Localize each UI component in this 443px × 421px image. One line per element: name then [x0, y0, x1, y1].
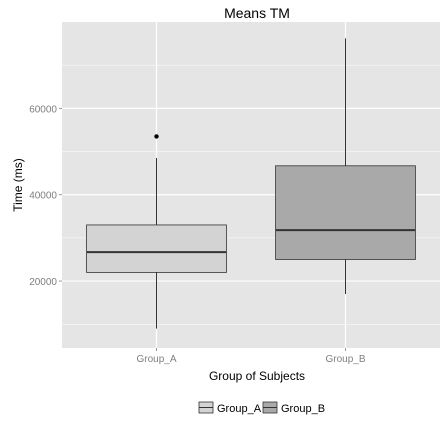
y-tick-labels: 20000 40000 60000 [29, 104, 62, 288]
box-group-a [86, 134, 227, 329]
boxes [86, 38, 416, 329]
legend-label-group-a: Group_A [217, 403, 262, 415]
outlier-point [154, 134, 159, 139]
y-tick-label: 40000 [29, 191, 57, 202]
interquartile-box [86, 224, 227, 273]
box-group-b [275, 38, 416, 295]
x-tick-label: Group_B [325, 354, 365, 365]
y-axis-label: Time (ms) [11, 158, 25, 212]
x-tick-label: Group_A [136, 354, 176, 365]
interquartile-box [275, 165, 416, 260]
x-tick-labels: Group_A Group_B [136, 348, 366, 365]
legend-key-group-a [198, 401, 214, 414]
y-tick-label: 60000 [29, 104, 57, 115]
x-axis-label: Group of Subjects [209, 369, 305, 383]
legend-key-group-b [262, 401, 278, 414]
y-tick-label: 20000 [29, 277, 57, 288]
legend: Group_A Group_B [198, 401, 325, 415]
legend-label-group-b: Group_B [281, 403, 325, 415]
chart-title: Means TM [224, 5, 290, 21]
